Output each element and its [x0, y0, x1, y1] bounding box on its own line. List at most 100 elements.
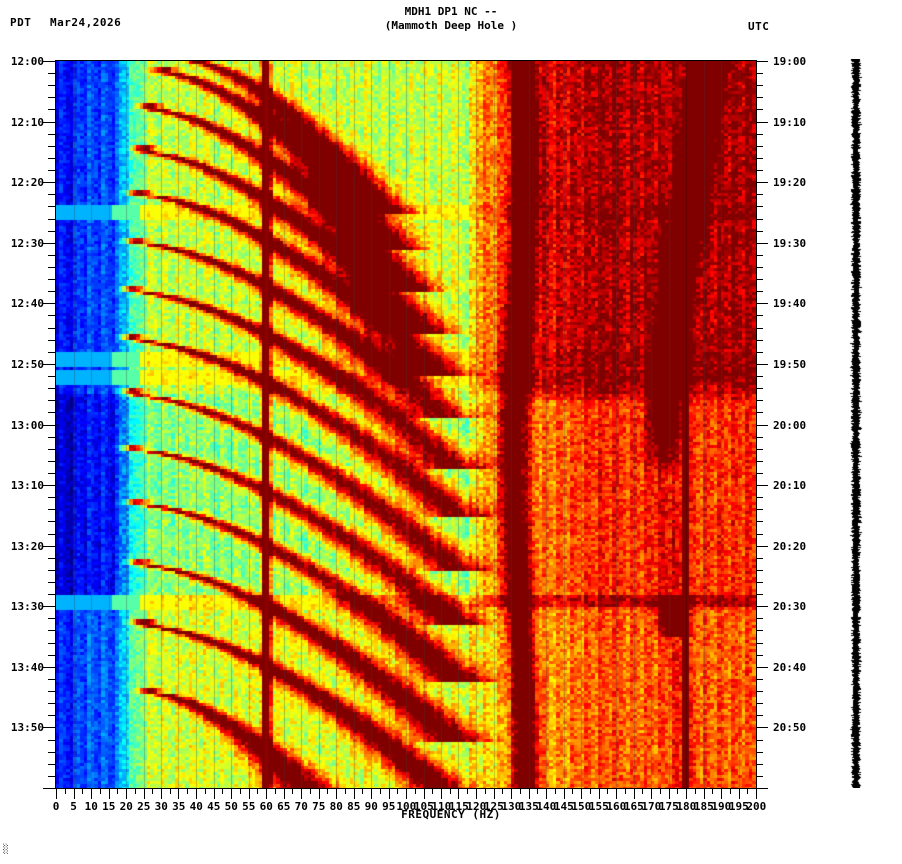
frequency-axis-title: FREQUENCY (HZ)	[401, 808, 501, 821]
station-subtitle: (Mammoth Deep Hole )	[384, 19, 518, 32]
time-tick-utc	[756, 715, 763, 716]
frequency-tick	[222, 788, 223, 794]
time-tick-utc	[756, 400, 763, 401]
frequency-label: 60	[259, 800, 273, 813]
frequency-tick	[362, 788, 363, 794]
frequency-tick	[712, 788, 713, 794]
time-tick-utc	[756, 291, 763, 292]
frequency-label: 85	[347, 800, 361, 813]
corner-artifact-mark: ░	[3, 845, 9, 855]
time-tick-pdt	[48, 376, 55, 377]
frequency-tick	[747, 788, 748, 794]
time-tick-utc	[756, 219, 763, 220]
frequency-label: 110	[431, 800, 452, 813]
time-tick-utc	[756, 594, 763, 595]
time-tick-utc	[756, 630, 763, 631]
time-tick-pdt	[48, 521, 55, 522]
time-tick-utc	[756, 643, 763, 644]
time-tick-pdt	[48, 109, 55, 110]
frequency-label: 175	[658, 800, 679, 813]
time-tick-utc	[756, 703, 763, 704]
time-tick-pdt	[48, 473, 55, 474]
time-tick-pdt	[43, 667, 55, 668]
frequency-label: 105	[413, 800, 434, 813]
time-label-pdt: 13:30	[10, 600, 44, 613]
frequency-tick	[380, 788, 381, 794]
frequency-tick	[537, 788, 538, 794]
frequency-tick	[502, 788, 503, 794]
time-label-utc: 19:40	[773, 297, 807, 310]
time-label-pdt: 13:20	[10, 540, 44, 553]
time-tick-pdt	[48, 279, 55, 280]
time-axis-pdt: 12:00 12:10 12:20 12:30 12:40 12:50 13:00 13:10…	[0, 55, 55, 789]
frequency-tick	[590, 788, 591, 794]
time-label-utc: 19:50	[773, 358, 807, 371]
time-label-utc: 19:10	[773, 116, 807, 129]
frequency-tick	[284, 788, 285, 799]
frequency-tick	[651, 788, 652, 799]
time-tick-utc	[756, 727, 768, 728]
timezone-label-left: PDT	[10, 16, 32, 29]
time-tick-utc	[756, 61, 768, 62]
frequency-label: 5	[70, 800, 77, 813]
time-tick-utc	[756, 340, 763, 341]
frequency-label: 140	[536, 800, 557, 813]
time-tick-pdt	[43, 364, 55, 365]
frequency-tick	[677, 788, 678, 794]
frequency-label: 180	[676, 800, 697, 813]
time-tick-utc	[756, 473, 763, 474]
frequency-label: 55	[242, 800, 256, 813]
time-tick-pdt	[48, 691, 55, 692]
time-tick-pdt	[48, 437, 55, 438]
frequency-label: 100	[396, 800, 417, 813]
frequency-tick	[441, 788, 442, 799]
time-tick-utc	[756, 315, 763, 316]
frequency-tick	[581, 788, 582, 799]
frequency-label: 195	[728, 800, 749, 813]
time-tick-pdt	[48, 134, 55, 135]
time-tick-pdt	[48, 764, 55, 765]
spectrogram-plot[interactable]	[55, 60, 757, 789]
time-tick-pdt	[48, 400, 55, 401]
frequency-tick	[56, 788, 57, 799]
time-tick-utc	[756, 364, 768, 365]
frequency-tick	[669, 788, 670, 799]
frequency-label: 15	[102, 800, 116, 813]
frequency-tick	[695, 788, 696, 794]
time-tick-utc	[756, 412, 763, 413]
time-tick-utc	[756, 267, 763, 268]
time-tick-utc	[756, 618, 763, 619]
frequency-label: 20	[119, 800, 133, 813]
frequency-label: 185	[693, 800, 714, 813]
time-tick-pdt	[48, 715, 55, 716]
frequency-tick	[336, 788, 337, 799]
frequency-tick	[406, 788, 407, 799]
frequency-label: 165	[623, 800, 644, 813]
time-tick-pdt	[48, 291, 55, 292]
time-tick-pdt	[48, 315, 55, 316]
frequency-label: 150	[571, 800, 592, 813]
frequency-label: 50	[224, 800, 238, 813]
time-tick-utc	[756, 461, 763, 462]
time-tick-utc	[756, 170, 763, 171]
time-tick-pdt	[48, 73, 55, 74]
time-tick-pdt	[48, 461, 55, 462]
frequency-label: 0	[52, 800, 60, 813]
time-tick-utc	[756, 97, 763, 98]
frequency-tick	[187, 788, 188, 794]
time-tick-pdt	[48, 740, 55, 741]
frequency-tick	[292, 788, 293, 794]
time-tick-utc	[756, 73, 763, 74]
time-label-pdt: 12:20	[10, 176, 44, 189]
time-tick-pdt	[43, 788, 55, 789]
frequency-label: 65	[277, 800, 291, 813]
frequency-label: 120	[466, 800, 487, 813]
frequency-tick	[520, 788, 521, 794]
time-tick-pdt	[48, 267, 55, 268]
time-tick-pdt	[48, 412, 55, 413]
time-label-pdt: 13:50	[10, 721, 44, 734]
frequency-tick	[721, 788, 722, 799]
frequency-tick	[467, 788, 468, 794]
date-label: Mar24,2026	[50, 16, 122, 29]
time-tick-utc	[756, 582, 763, 583]
